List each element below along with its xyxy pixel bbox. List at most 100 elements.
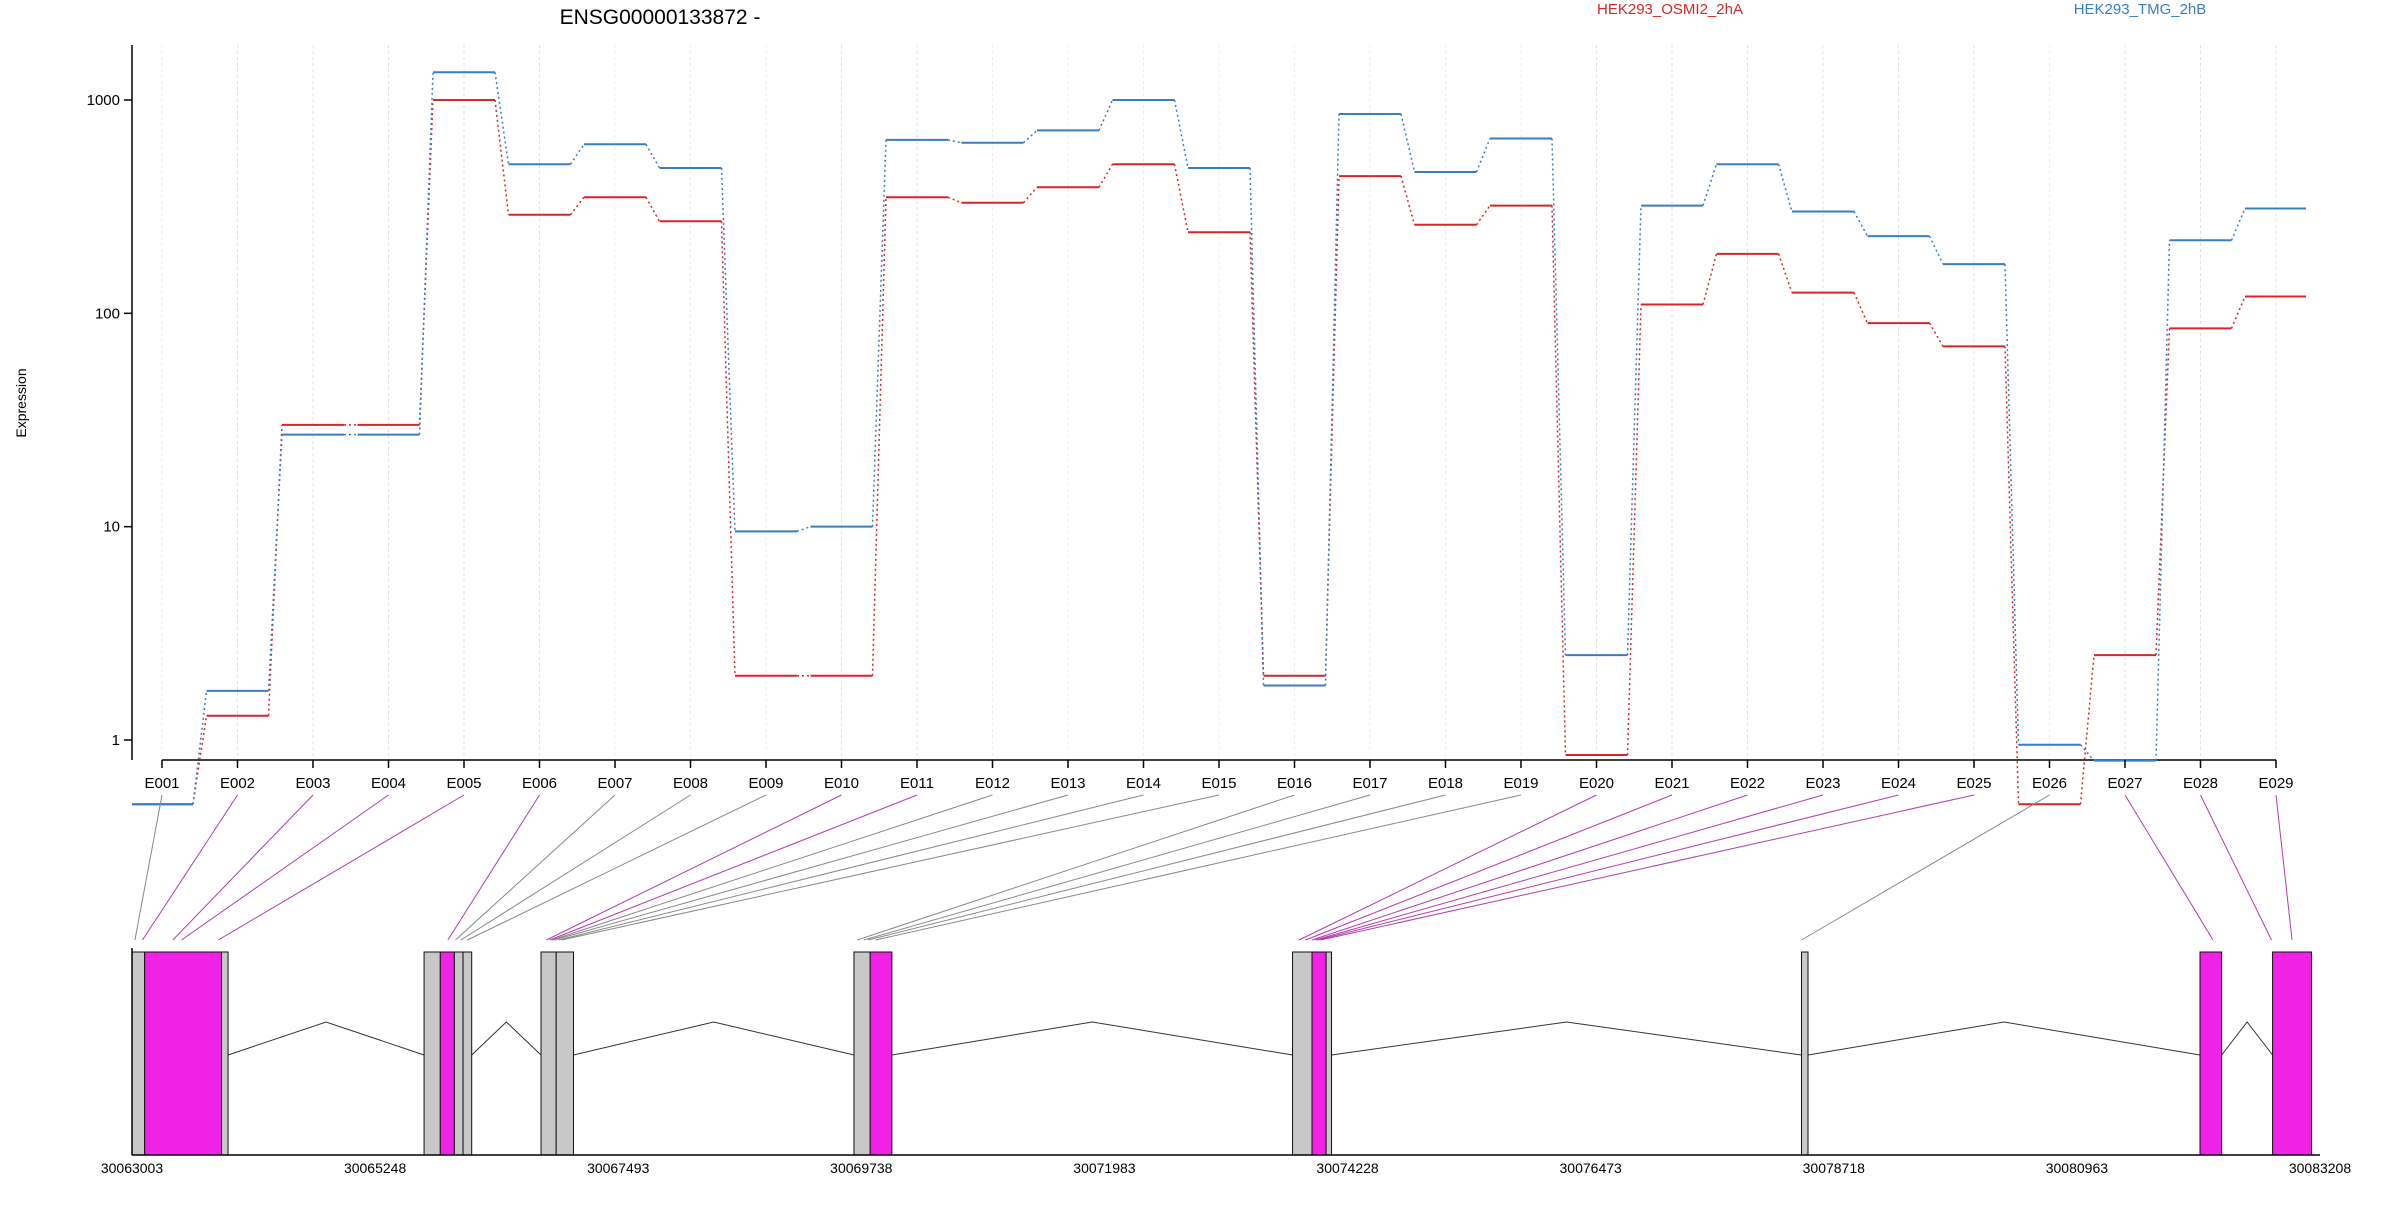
x-tick-label-E012: E012 [975, 775, 1010, 792]
series-1-step-21 [1702, 253, 1718, 305]
connector-E013 [553, 794, 1069, 941]
connector-E018 [867, 794, 1446, 941]
connector-E002 [142, 794, 238, 941]
x-tick-label-E022: E022 [1730, 775, 1765, 792]
series-1-step-12 [1022, 186, 1038, 204]
intron-3 [573, 1021, 855, 1056]
x-tick-label-E020: E020 [1579, 775, 1614, 792]
connector-E020 [1298, 794, 1597, 941]
series-1-step-24 [1928, 322, 1944, 347]
y-tick-label-100: 100 [95, 305, 120, 322]
connector-E004 [181, 794, 389, 941]
series-2-step-2 [267, 434, 283, 691]
series-2-step-17 [1400, 113, 1416, 173]
exon-9 [555, 951, 574, 1156]
series-1-step-28 [2230, 296, 2246, 329]
series-1-step-8 [720, 221, 736, 676]
genomic-tick-label-5: 30071983 [1073, 1160, 1136, 1176]
x-tick-label-E018: E018 [1428, 775, 1463, 792]
series-1-step-25 [2004, 346, 2020, 805]
x-tick-label-E027: E027 [2107, 775, 2142, 792]
x-tick-label-E021: E021 [1654, 775, 1689, 792]
x-tick-label-E002: E002 [220, 775, 255, 792]
connector-E015 [561, 794, 1220, 941]
series-2-step-21 [1702, 163, 1718, 206]
series-2-step-4 [418, 72, 434, 435]
series-2-step-1 [192, 690, 208, 805]
exon-13 [1311, 951, 1327, 1156]
exon-12 [1292, 951, 1313, 1156]
connector-E025 [1320, 794, 1975, 941]
legend-entry-1: HEK293_OSMI2_2hA [1597, 1, 1743, 18]
genomic-tick-label-9: 30080963 [2046, 1160, 2109, 1176]
x-tick-label-E017: E017 [1352, 775, 1387, 792]
x-tick-label-E023: E023 [1805, 775, 1840, 792]
series-2-step-18 [1475, 138, 1491, 173]
x-tick-label-E029: E029 [2258, 775, 2293, 792]
series-1-step-23 [1853, 292, 1869, 324]
connector-E009 [467, 794, 767, 941]
genomic-tick-label-2: 30065248 [344, 1160, 407, 1176]
x-tick-label-E008: E008 [673, 775, 708, 792]
series-2-step-20 [1626, 205, 1642, 656]
genomic-tick-label-8: 30078718 [1803, 1160, 1866, 1176]
connector-E027 [2124, 794, 2214, 941]
series-2-step-14 [1173, 99, 1189, 169]
legend-entry-2: HEK293_TMG_2hB [2074, 1, 2207, 18]
series-2-step-13 [1098, 99, 1114, 131]
connector-E022 [1311, 794, 1748, 941]
series-2-step-15 [1249, 167, 1265, 686]
connector-E005 [218, 794, 465, 941]
exon-16 [2199, 951, 2223, 1156]
series-2-step-8 [720, 167, 736, 532]
x-tick-label-E005: E005 [446, 775, 481, 792]
connector-E026 [1801, 794, 2050, 941]
connector-E028 [2200, 794, 2272, 941]
series-2-step-10 [871, 139, 887, 527]
connector-E016 [857, 794, 1295, 941]
connector-E023 [1315, 794, 1824, 941]
connector-E006 [447, 794, 540, 941]
exon-4 [423, 951, 441, 1156]
x-tick-label-E009: E009 [748, 775, 783, 792]
exon-6 [453, 951, 464, 1156]
genomic-tick-label-6: 30074228 [1316, 1160, 1379, 1176]
exon-11 [869, 951, 893, 1156]
intron-7 [2221, 1021, 2273, 1056]
exon-3 [221, 951, 229, 1156]
x-tick-label-E004: E004 [371, 775, 406, 792]
intron-5 [1331, 1021, 1802, 1056]
exon-5 [439, 951, 455, 1156]
series-1-step-26 [2079, 655, 2095, 805]
series-1-step-4 [418, 99, 434, 425]
series-1-step-14 [1173, 164, 1189, 233]
connector-E001 [134, 794, 163, 941]
x-tick-label-E019: E019 [1503, 775, 1538, 792]
series-2-step-16 [1324, 113, 1340, 686]
connector-E029 [2275, 794, 2293, 941]
y-axis-label: Expression [13, 368, 29, 437]
x-tick-label-E016: E016 [1277, 775, 1312, 792]
genomic-tick-label-4: 30069738 [830, 1160, 893, 1176]
exon-2 [144, 951, 223, 1156]
x-tick-label-E026: E026 [2032, 775, 2067, 792]
y-tick-label-10: 10 [103, 519, 120, 536]
series-1-step-7 [645, 196, 661, 222]
series-1-step-11 [947, 196, 962, 204]
series-1-step-13 [1098, 163, 1114, 188]
connector-E024 [1317, 794, 1899, 941]
series-2-step-24 [1928, 235, 1944, 265]
genomic-tick-label-1: 30063003 [101, 1160, 164, 1176]
series-2-step-22 [1777, 164, 1793, 212]
series-1-step-10 [871, 197, 887, 676]
genomic-tick-label-10: 30083208 [2289, 1160, 2352, 1176]
series-2-step-6 [569, 143, 585, 165]
connector-E012 [551, 794, 993, 941]
series-2-step-26 [2079, 744, 2095, 762]
series-2-step-28 [2230, 208, 2246, 241]
x-tick-label-E010: E010 [824, 775, 859, 792]
intron-2 [471, 1021, 542, 1056]
series-1-step-19 [1551, 205, 1567, 756]
y-tick-label-1: 1 [112, 732, 120, 749]
